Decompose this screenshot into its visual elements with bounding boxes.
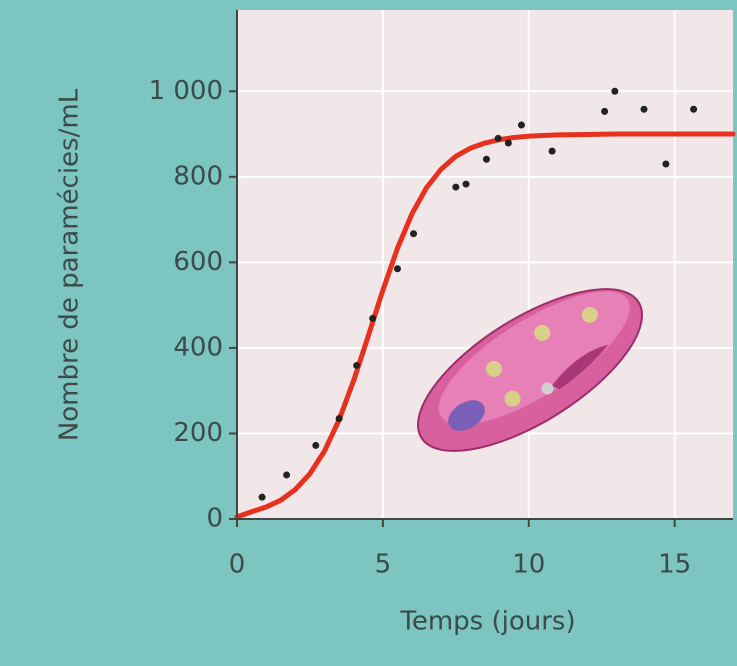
data-point [369,314,377,322]
paramecium-illustration [417,288,643,452]
y-tick-label: 0 [206,504,223,534]
y-tick-label: 200 [173,418,223,448]
data-point [601,107,609,115]
data-point [283,471,291,479]
fit-curve [234,131,736,520]
data-point [393,265,401,273]
data-point [690,105,698,113]
data-point [462,180,470,188]
x-tick-label: 0 [229,550,246,580]
data-point [548,147,556,155]
data-point [504,139,512,147]
data-point [258,493,266,501]
data-point [517,121,525,129]
x-axis-label: Temps (jours) [399,607,575,637]
data-point [452,183,460,191]
data-point [611,87,619,95]
x-tick-label: 5 [375,550,392,580]
data-point [312,441,320,449]
data-point [410,230,418,238]
y-tick-label: 1 000 [149,76,223,106]
data-point [353,361,361,369]
data-point [482,155,490,163]
data-point [662,160,670,168]
data-point [494,134,502,142]
y-tick-label: 800 [173,161,223,191]
x-tick-label: 10 [512,550,545,580]
data-point [335,414,343,422]
y-axis-label: Nombre de paramécies/mL [55,88,85,441]
x-tick-label: 15 [658,550,691,580]
y-tick-label: 400 [173,332,223,362]
marks [234,87,736,520]
data-point [640,105,648,113]
y-tick-label: 600 [173,247,223,277]
